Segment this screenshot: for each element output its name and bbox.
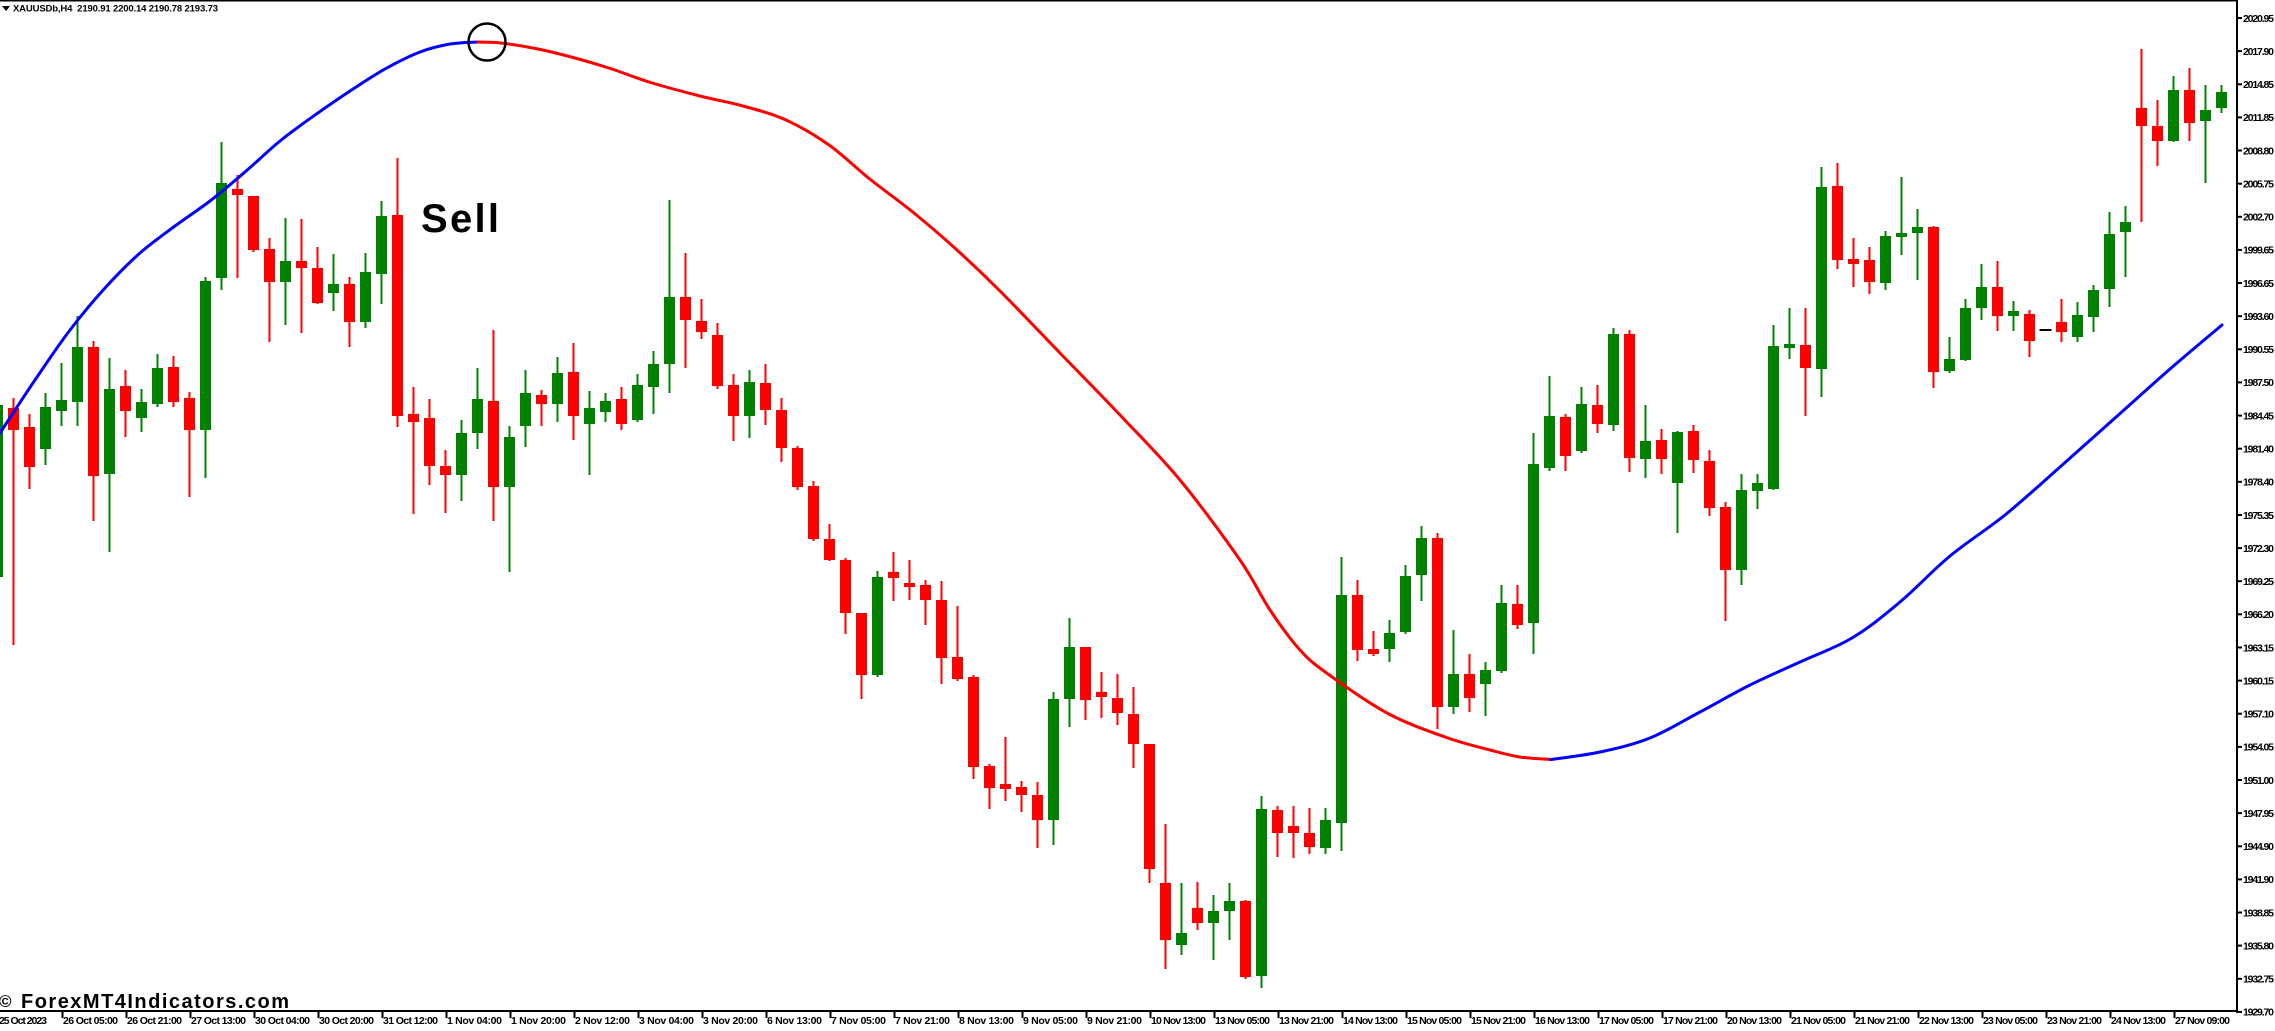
svg-text:1941.90: 1941.90 — [2243, 874, 2274, 886]
svg-text:14 Nov 13:00: 14 Nov 13:00 — [1343, 1015, 1398, 1026]
svg-text:1996.65: 1996.65 — [2243, 278, 2274, 290]
svg-text:24 Nov 13:00: 24 Nov 13:00 — [2111, 1015, 2166, 1026]
svg-text:XAUUSDb,H4 2190.91 2200.14 21: XAUUSDb,H4 2190.91 2200.14 2190.78 2193.… — [13, 4, 218, 15]
svg-text:23 Nov 05:00: 23 Nov 05:00 — [1983, 1015, 2038, 1026]
svg-text:10 Nov 13:00: 10 Nov 13:00 — [1151, 1015, 1206, 1026]
svg-text:13 Nov 05:00: 13 Nov 05:00 — [1215, 1015, 1270, 1026]
svg-text:21 Nov 05:00: 21 Nov 05:00 — [1791, 1015, 1846, 1026]
svg-text:1978.40: 1978.40 — [2243, 477, 2274, 489]
svg-text:1975.35: 1975.35 — [2243, 510, 2274, 522]
svg-text:21 Nov 21:00: 21 Nov 21:00 — [1855, 1015, 1910, 1026]
svg-text:25 Oct 2023: 25 Oct 2023 — [0, 1015, 47, 1026]
svg-text:1999.65: 1999.65 — [2243, 245, 2274, 257]
svg-text:15 Nov 21:00: 15 Nov 21:00 — [1471, 1015, 1526, 1026]
svg-text:©: © — [0, 992, 12, 1011]
svg-text:23 Nov 21:00: 23 Nov 21:00 — [2047, 1015, 2102, 1026]
svg-text:8 Nov 13:00: 8 Nov 13:00 — [959, 1015, 1014, 1026]
svg-text:1 Nov 04:00: 1 Nov 04:00 — [447, 1015, 502, 1026]
svg-text:7 Nov 21:00: 7 Nov 21:00 — [895, 1015, 950, 1026]
svg-text:27 Nov 09:00: 27 Nov 09:00 — [2175, 1015, 2230, 1026]
svg-text:2 Nov 12:00: 2 Nov 12:00 — [575, 1015, 630, 1026]
svg-text:30 Oct 20:00: 30 Oct 20:00 — [319, 1015, 374, 1026]
svg-text:1990.55: 1990.55 — [2243, 344, 2274, 356]
svg-text:1954.05: 1954.05 — [2243, 742, 2274, 754]
svg-text:1944.90: 1944.90 — [2243, 841, 2274, 853]
svg-text:17 Nov 21:00: 17 Nov 21:00 — [1663, 1015, 1718, 1026]
svg-text:2005.75: 2005.75 — [2243, 179, 2274, 191]
svg-text:1 Nov 20:00: 1 Nov 20:00 — [511, 1015, 566, 1026]
svg-text:1929.70: 1929.70 — [2243, 1007, 2274, 1019]
svg-text:1932.75: 1932.75 — [2243, 974, 2274, 986]
svg-text:1951.00: 1951.00 — [2243, 775, 2274, 787]
svg-text:2011.85: 2011.85 — [2243, 112, 2274, 124]
svg-text:1947.95: 1947.95 — [2243, 808, 2274, 820]
svg-text:2002.70: 2002.70 — [2243, 212, 2274, 224]
svg-text:1981.40: 1981.40 — [2243, 444, 2274, 456]
svg-text:ForexMT4Indicators.com: ForexMT4Indicators.com — [21, 991, 289, 1013]
svg-text:1993.60: 1993.60 — [2243, 311, 2274, 323]
svg-text:2014.85: 2014.85 — [2243, 79, 2274, 91]
svg-text:15 Nov 05:00: 15 Nov 05:00 — [1407, 1015, 1462, 1026]
svg-text:1987.50: 1987.50 — [2243, 377, 2274, 389]
svg-text:30 Oct 04:00: 30 Oct 04:00 — [255, 1015, 310, 1026]
svg-text:9 Nov 05:00: 9 Nov 05:00 — [1023, 1015, 1078, 1026]
svg-text:1935.80: 1935.80 — [2243, 940, 2274, 952]
svg-text:Sell: Sell — [421, 197, 499, 241]
svg-text:1984.45: 1984.45 — [2243, 410, 2274, 422]
svg-text:20 Nov 13:00: 20 Nov 13:00 — [1727, 1015, 1782, 1026]
svg-text:22 Nov 13:00: 22 Nov 13:00 — [1919, 1015, 1974, 1026]
svg-text:17 Nov 05:00: 17 Nov 05:00 — [1599, 1015, 1654, 1026]
svg-text:1966.20: 1966.20 — [2243, 609, 2274, 621]
svg-text:1972.30: 1972.30 — [2243, 543, 2274, 555]
svg-text:9 Nov 21:00: 9 Nov 21:00 — [1087, 1015, 1142, 1026]
svg-text:2020.95: 2020.95 — [2243, 13, 2274, 25]
svg-text:1938.85: 1938.85 — [2243, 907, 2274, 919]
svg-text:16 Nov 13:00: 16 Nov 13:00 — [1535, 1015, 1590, 1026]
svg-text:27 Oct 13:00: 27 Oct 13:00 — [191, 1015, 246, 1026]
svg-text:26 Oct 21:00: 26 Oct 21:00 — [127, 1015, 182, 1026]
svg-text:7 Nov 05:00: 7 Nov 05:00 — [831, 1015, 886, 1026]
svg-text:1969.25: 1969.25 — [2243, 576, 2274, 588]
svg-text:2017.90: 2017.90 — [2243, 46, 2274, 58]
svg-text:3 Nov 20:00: 3 Nov 20:00 — [703, 1015, 758, 1026]
svg-text:31 Oct 12:00: 31 Oct 12:00 — [383, 1015, 438, 1026]
svg-text:1963.15: 1963.15 — [2243, 642, 2274, 654]
svg-text:13 Nov 21:00: 13 Nov 21:00 — [1279, 1015, 1334, 1026]
svg-text:3 Nov 04:00: 3 Nov 04:00 — [639, 1015, 694, 1026]
svg-text:1960.15: 1960.15 — [2243, 675, 2274, 687]
svg-text:26 Oct 05:00: 26 Oct 05:00 — [63, 1015, 118, 1026]
svg-text:2008.80: 2008.80 — [2243, 145, 2274, 157]
svg-text:1957.10: 1957.10 — [2243, 709, 2274, 721]
svg-text:6 Nov 13:00: 6 Nov 13:00 — [767, 1015, 822, 1026]
